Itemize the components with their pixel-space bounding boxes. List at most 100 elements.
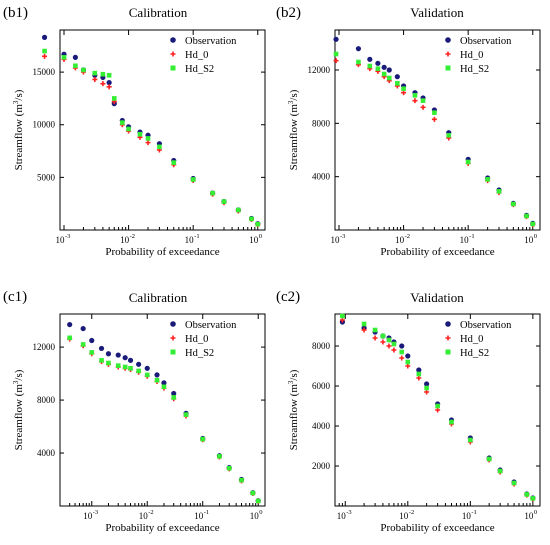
x-tick-label: 10 xyxy=(337,511,347,521)
data-point xyxy=(42,53,48,59)
data-point xyxy=(67,321,73,328)
x-tick-exponent: -1 xyxy=(194,233,199,240)
legend-marker xyxy=(445,65,451,71)
data-point xyxy=(486,456,492,462)
data-point xyxy=(367,56,373,62)
panel-title: Validation xyxy=(410,290,464,305)
data-point xyxy=(435,407,441,413)
legend-label: Hd_S2 xyxy=(185,64,214,75)
data-point xyxy=(405,353,411,359)
panel-label: (c2) xyxy=(276,289,300,305)
data-point xyxy=(333,51,339,57)
data-point xyxy=(171,395,177,400)
x-axis-label: Probability of exceedance xyxy=(105,522,219,534)
data-point xyxy=(221,199,227,204)
data-point xyxy=(449,419,454,425)
plot-frame xyxy=(334,29,541,231)
data-point xyxy=(468,437,473,443)
legend-marker xyxy=(170,51,176,57)
legend-marker xyxy=(445,51,451,57)
data-point xyxy=(497,468,503,474)
y-axis-label: Streamflow (m3/s) xyxy=(287,369,300,450)
x-tick-label: 10 xyxy=(250,511,260,521)
data-point xyxy=(356,59,361,65)
y-tick-label: 12000 xyxy=(33,342,56,352)
data-point xyxy=(424,389,430,395)
data-point xyxy=(154,372,160,378)
data-point xyxy=(105,351,112,357)
x-tick-label: 10 xyxy=(399,511,409,521)
data-point xyxy=(136,361,142,367)
data-point xyxy=(145,136,151,141)
x-tick-label: 10 xyxy=(120,235,130,245)
x-tick-label: 10 xyxy=(331,235,341,245)
legend-label: Hd_S2 xyxy=(185,348,214,359)
legend: Observation Hd_0 Hd_S2 xyxy=(445,320,512,359)
y-tick-label: 12000 xyxy=(308,65,331,75)
legend-label: Hd_S2 xyxy=(460,348,489,359)
data-point xyxy=(399,355,405,361)
legend-label: Observation xyxy=(185,320,237,331)
data-point xyxy=(106,72,112,78)
data-point xyxy=(530,221,536,227)
y-tick-label: 2000 xyxy=(312,461,331,471)
data-point xyxy=(391,347,397,353)
y-tick-label: 8000 xyxy=(312,341,331,351)
data-point xyxy=(386,337,392,343)
x-tick-exponent: -2 xyxy=(409,509,414,516)
data-point xyxy=(496,189,502,194)
panel-label: (c1) xyxy=(3,289,27,305)
data-point xyxy=(144,372,150,378)
data-point xyxy=(361,327,367,333)
data-point xyxy=(416,371,422,377)
data-point xyxy=(239,477,244,483)
legend-label: Observation xyxy=(460,36,512,47)
data-point xyxy=(154,377,160,383)
legend-marker xyxy=(445,335,451,341)
data-point xyxy=(375,66,381,71)
x-axis-label: Probability of exceedance xyxy=(105,246,219,258)
data-point xyxy=(416,367,422,373)
legend: Observation Hd_0 Hd_S2 xyxy=(445,36,512,75)
x-tick-label: 10 xyxy=(249,235,259,245)
data-point xyxy=(395,81,400,86)
x-axis-label: Probability of exceedance xyxy=(380,522,494,534)
panel-label: (b2) xyxy=(276,5,301,21)
x-tick-exponent: -3 xyxy=(346,509,351,516)
data-point xyxy=(380,339,386,345)
data-point xyxy=(122,355,128,361)
data-point xyxy=(340,313,345,319)
data-point xyxy=(333,58,339,64)
data-point xyxy=(115,363,121,368)
series-observation xyxy=(67,321,261,504)
data-point xyxy=(100,81,106,87)
legend-marker xyxy=(445,321,451,327)
data-point xyxy=(255,221,261,227)
panel-title: Calibration xyxy=(129,290,188,305)
data-point xyxy=(424,381,430,387)
data-point xyxy=(200,436,206,442)
panel-label: (b1) xyxy=(3,5,28,21)
data-point xyxy=(92,70,98,76)
legend-label: Observation xyxy=(460,320,512,331)
legend: Observation Hd_0 Hd_S2 xyxy=(170,36,237,75)
data-point xyxy=(420,104,426,110)
data-point xyxy=(355,46,362,52)
panel-title: Calibration xyxy=(129,5,188,20)
data-point xyxy=(161,384,167,390)
y-tick-label: 4000 xyxy=(312,172,331,182)
data-point xyxy=(73,63,78,69)
data-point xyxy=(106,84,112,90)
x-tick-exponent: -1 xyxy=(204,509,209,516)
data-point xyxy=(386,343,392,349)
data-point xyxy=(394,74,400,80)
data-point xyxy=(367,63,373,69)
data-point xyxy=(405,359,411,365)
legend: Observation Hd_0 Hd_S2 xyxy=(170,320,237,359)
data-point xyxy=(249,216,254,222)
data-point xyxy=(511,480,517,486)
